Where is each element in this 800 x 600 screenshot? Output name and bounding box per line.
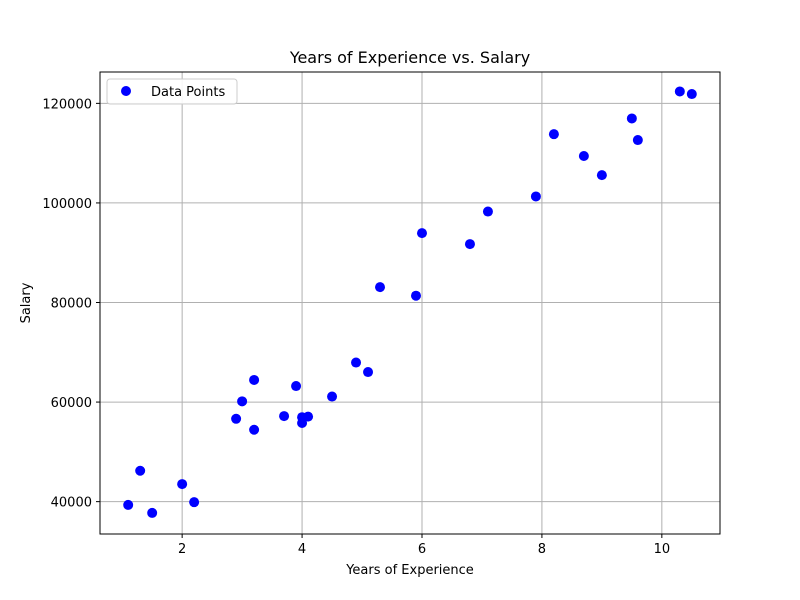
data-point	[231, 413, 242, 424]
data-point	[375, 282, 386, 293]
data-point	[674, 86, 685, 97]
data-point	[482, 206, 493, 217]
data-point	[327, 391, 338, 402]
data-points	[123, 86, 697, 518]
y-tick-label: 80000	[51, 297, 92, 312]
legend: Data Points	[106, 78, 238, 105]
data-point	[123, 499, 134, 510]
legend-label: Data Points	[151, 85, 225, 100]
data-point	[410, 290, 421, 301]
data-point	[530, 191, 541, 202]
y-tick-label: 60000	[51, 396, 92, 411]
data-point	[578, 150, 589, 161]
data-point	[189, 497, 200, 508]
data-point	[147, 507, 158, 518]
data-point	[632, 135, 643, 146]
axis-ticks: 2 4 6 8 10 40000 60000 80000 100000 120000	[42, 97, 670, 557]
data-point	[135, 465, 146, 476]
data-point	[626, 113, 637, 124]
x-tick-label: 6	[418, 542, 426, 557]
data-point	[416, 228, 427, 239]
data-point	[177, 479, 188, 490]
data-point	[686, 89, 697, 100]
data-point	[351, 357, 362, 368]
y-tick-label: 100000	[42, 197, 92, 212]
data-point	[249, 424, 260, 435]
data-point	[237, 396, 248, 407]
x-axis-label: Years of Experience	[345, 563, 474, 578]
x-tick-label: 4	[298, 542, 306, 557]
y-axis-label: Salary	[19, 282, 34, 323]
y-tick-label: 120000	[42, 97, 92, 112]
chart-title: Years of Experience vs. Salary	[289, 48, 530, 67]
grid	[100, 72, 720, 534]
data-point	[596, 170, 607, 181]
legend-box	[106, 78, 238, 105]
data-point	[249, 374, 260, 385]
data-point	[363, 367, 374, 378]
data-point	[291, 381, 302, 392]
data-point	[303, 411, 314, 422]
data-point	[279, 411, 290, 422]
x-tick-label: 10	[654, 542, 671, 557]
data-point	[464, 239, 475, 250]
data-point	[548, 129, 559, 140]
y-tick-label: 40000	[51, 496, 92, 511]
x-tick-label: 2	[178, 542, 186, 557]
x-tick-label: 8	[538, 542, 546, 557]
legend-marker	[121, 86, 131, 96]
